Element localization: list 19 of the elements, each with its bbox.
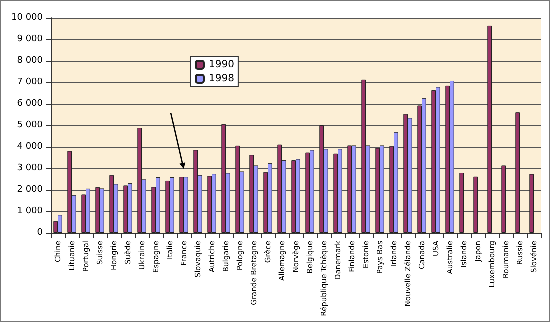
bar: [460, 173, 464, 233]
y-tick-label: 10 000: [12, 13, 44, 23]
y-tick-label: 1 000: [17, 206, 44, 216]
bar: [530, 174, 534, 233]
y-tick-label: 7 000: [17, 78, 44, 88]
bar: [502, 166, 506, 233]
bar: [474, 176, 478, 233]
y-tick-label: 3 000: [17, 164, 44, 174]
bar: [488, 26, 492, 233]
y-tick-label: 8 000: [17, 56, 44, 66]
bar: [516, 112, 520, 233]
legend-label: 1990: [209, 60, 234, 70]
y-tick-label: 4 000: [17, 142, 44, 152]
y-tick-label: 6 000: [17, 99, 44, 109]
y-tick-label: 9 000: [17, 34, 44, 44]
y-tick-label: 2 000: [17, 185, 44, 195]
y-tick-label: 0: [37, 228, 44, 238]
legend-label: 1998: [209, 74, 234, 84]
y-tick-label: 5 000: [17, 120, 44, 130]
